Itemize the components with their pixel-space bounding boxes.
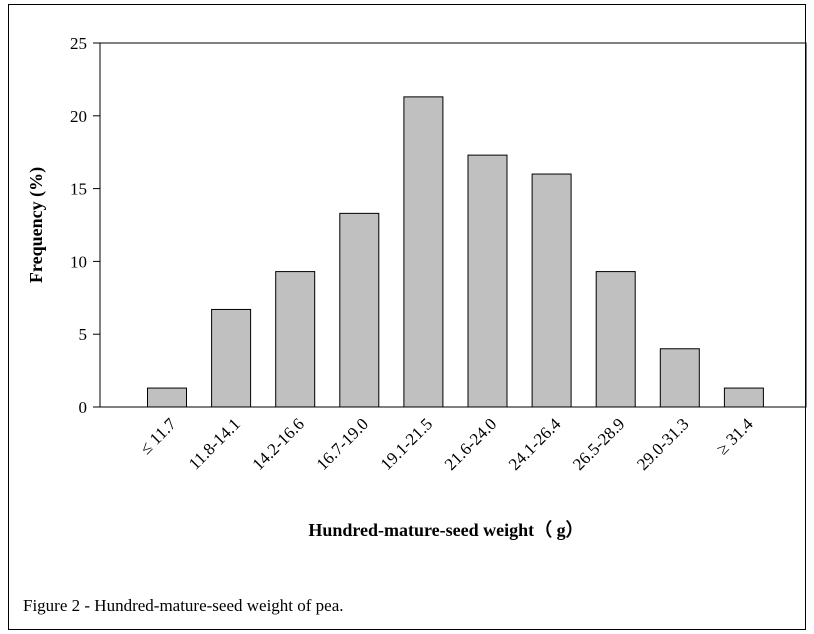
x-tick-label: 14.2-16.6 bbox=[249, 414, 309, 474]
figure-caption: Figure 2 - Hundred-mature-seed weight of… bbox=[23, 596, 344, 615]
bar bbox=[723, 387, 764, 408]
bar bbox=[531, 173, 572, 408]
x-axis-title: Hundred-mature-seed weight（ g） bbox=[308, 520, 583, 540]
x-tick-label: ≤ 11.7 bbox=[136, 414, 180, 458]
bar bbox=[467, 154, 508, 408]
bars bbox=[147, 96, 764, 408]
y-tick-label: 0 bbox=[79, 398, 88, 417]
y-tick-label: 15 bbox=[70, 180, 87, 199]
y-tick-label: 25 bbox=[70, 34, 87, 53]
x-tick-label: 16.7-19.0 bbox=[313, 414, 373, 474]
x-tick-label: 29.0-31.3 bbox=[633, 414, 693, 474]
bar bbox=[211, 308, 252, 408]
bar bbox=[339, 212, 380, 408]
x-tick-label: 24.1-26.4 bbox=[505, 414, 565, 474]
y-axis-title: Frequency (%) bbox=[26, 167, 47, 283]
plot-area bbox=[99, 42, 807, 408]
bar bbox=[147, 387, 187, 408]
x-axis: ≤ 11.7 11.8-14.1 14.2-16.6 16.7-19.0 19.1-21… bbox=[136, 414, 757, 474]
x-tick-label: 11.8-14.1 bbox=[185, 414, 244, 473]
x-tick-label: ≥ 31.4 bbox=[713, 414, 757, 458]
y-tick-label: 10 bbox=[70, 252, 87, 271]
bar bbox=[275, 271, 316, 408]
bar bbox=[659, 348, 700, 408]
x-tick-label: 21.6-24.0 bbox=[441, 414, 501, 474]
bar bbox=[595, 271, 636, 408]
y-tick-label: 20 bbox=[70, 107, 87, 126]
x-tick-label: 19.1-21.5 bbox=[377, 414, 437, 474]
x-tick-label: 26.5-28.9 bbox=[569, 414, 629, 474]
y-axis: 0 5 10 15 20 25 bbox=[70, 34, 100, 417]
bar bbox=[403, 96, 444, 408]
y-tick-label: 5 bbox=[79, 325, 88, 344]
